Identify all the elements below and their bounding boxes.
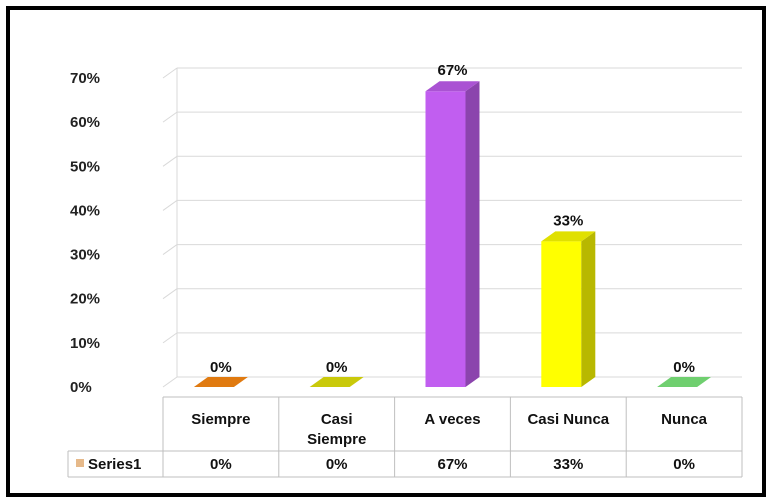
chart-frame: 0% 10% 20% 30% 40% 50% 60% 70% 0% 0% 67% 33% 0% Siemp… [6, 6, 766, 497]
category-label: Casi Siempre [307, 411, 366, 448]
series-name: Series1 [88, 456, 141, 473]
gridline-depth [162, 288, 178, 300]
gridline-depth [162, 67, 178, 79]
table-value: 0% [326, 456, 348, 473]
data-label: 0% [210, 359, 232, 376]
category-label-line: Siempre [307, 431, 366, 448]
gridline-depth [162, 155, 178, 167]
gridline-depth [162, 376, 178, 388]
y-tick-label: 10% [70, 335, 100, 352]
table-value: 33% [553, 456, 583, 473]
category-label: Casi Nunca [527, 411, 609, 428]
gridline-depth [162, 111, 178, 123]
table-value: 0% [673, 456, 695, 473]
bar-flat [309, 377, 364, 387]
category-label-line: Casi [321, 411, 353, 428]
bar-side [581, 231, 596, 387]
gridline-depth [162, 200, 178, 211]
y-tick-label: 70% [70, 70, 100, 87]
table-value: 67% [437, 456, 467, 473]
y-tick-label: 30% [70, 247, 100, 264]
y-tick-label: 50% [70, 158, 100, 175]
bar-front [541, 241, 582, 387]
bar-front [425, 91, 466, 387]
y-tick-label: 0% [70, 379, 92, 396]
gridline-depth [162, 332, 178, 344]
y-tick-label: 20% [70, 291, 100, 308]
data-label: 0% [326, 359, 348, 376]
data-label: 33% [553, 212, 583, 229]
category-label: Siempre [191, 411, 250, 428]
y-tick-label: 60% [70, 114, 100, 131]
bar-flat [193, 377, 248, 387]
bar-chart: 0% 10% 20% 30% 40% 50% 60% 70% 0% 0% 67% 33% 0% Siemp… [67, 62, 743, 478]
data-label: 67% [437, 62, 467, 79]
data-label: 0% [673, 359, 695, 376]
y-tick-label: 40% [70, 202, 100, 219]
bar-flat [657, 377, 712, 387]
category-label: A veces [424, 411, 480, 428]
table-value: 0% [210, 456, 232, 473]
bar-side [465, 81, 480, 387]
category-label: Nunca [661, 411, 708, 428]
gridline-depth [162, 244, 178, 255]
bar-top [541, 231, 596, 242]
legend-key [76, 459, 84, 467]
bar-top [425, 81, 480, 92]
